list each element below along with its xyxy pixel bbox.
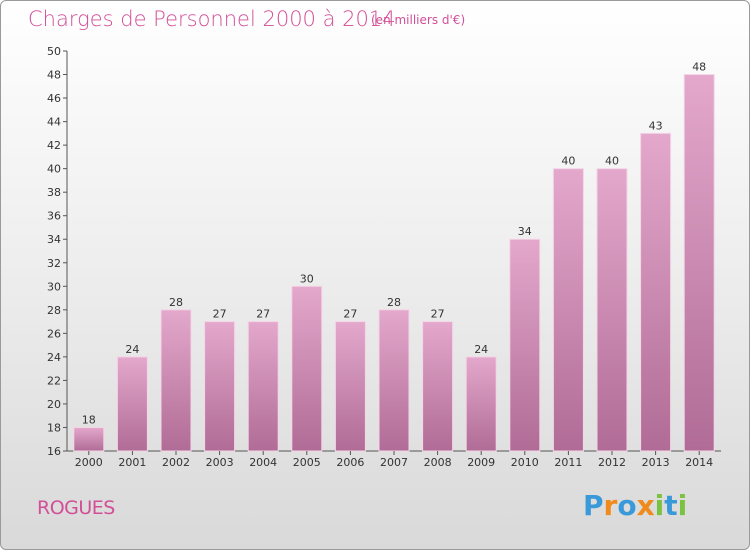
bar — [552, 168, 584, 452]
x-tick-label: 2014 — [685, 456, 713, 469]
logo-letter: t — [664, 489, 678, 522]
x-tick-label: 2011 — [554, 456, 582, 469]
logo-letter: P — [583, 489, 604, 522]
y-tick-label: 22 — [47, 374, 61, 387]
x-tick-label: 2012 — [598, 456, 626, 469]
x-tick-label: 2002 — [162, 456, 190, 469]
y-tick-label: 32 — [47, 257, 61, 270]
bar-value-label: 27 — [213, 308, 227, 321]
y-tick-label: 40 — [47, 163, 61, 176]
x-tick-label: 2000 — [75, 456, 103, 469]
bar-value-label: 27 — [431, 308, 445, 321]
x-tick-label: 2009 — [467, 456, 495, 469]
bar-value-label: 24 — [125, 343, 139, 356]
bar-value-label: 34 — [518, 225, 532, 238]
bar — [291, 285, 323, 452]
x-tick-label: 2010 — [511, 456, 539, 469]
x-tick-label: 2004 — [249, 456, 277, 469]
logo-letter: r — [603, 489, 618, 522]
logo-letter: i — [677, 489, 688, 522]
logo-letter: i — [654, 489, 665, 522]
bar — [422, 321, 454, 452]
x-tick-label: 2003 — [206, 456, 234, 469]
y-tick-label: 30 — [47, 280, 61, 293]
y-tick-label: 34 — [47, 233, 61, 246]
bar-value-label: 43 — [649, 119, 663, 132]
commune-name: ROGUES — [37, 497, 115, 519]
x-tick-label: 2005 — [293, 456, 321, 469]
bar-value-label: 40 — [605, 155, 619, 168]
logo-letter: x — [636, 489, 655, 522]
y-tick-label: 28 — [47, 304, 61, 317]
bar-value-label: 30 — [300, 272, 314, 285]
bar — [247, 321, 279, 452]
bar — [116, 356, 148, 452]
y-tick-label: 42 — [47, 139, 61, 152]
y-tick-label: 38 — [47, 186, 61, 199]
bar-value-label: 40 — [561, 155, 575, 168]
bar-value-label: 18 — [82, 413, 96, 426]
x-tick-label: 2008 — [424, 456, 452, 469]
bar — [334, 321, 366, 452]
chart-subtitle: (en milliers d'€) — [371, 13, 466, 27]
bar — [160, 309, 192, 452]
y-tick-label: 26 — [47, 327, 61, 340]
y-tick-label: 44 — [47, 116, 61, 129]
y-tick-label: 24 — [47, 351, 61, 364]
logo-letter: o — [617, 489, 637, 522]
y-tick-label: 46 — [47, 92, 61, 105]
bar-value-label: 28 — [387, 296, 401, 309]
x-tick-label: 2013 — [642, 456, 670, 469]
bar — [378, 309, 410, 452]
x-tick-label: 2001 — [118, 456, 146, 469]
bar — [465, 356, 497, 452]
bar-value-label: 28 — [169, 296, 183, 309]
x-tick-label: 2007 — [380, 456, 408, 469]
x-tick-label: 2006 — [336, 456, 364, 469]
bar-value-label: 27 — [343, 308, 357, 321]
bar — [596, 168, 628, 452]
y-tick-label: 48 — [47, 69, 61, 82]
bar — [509, 238, 541, 452]
bar-value-label: 48 — [692, 61, 706, 74]
y-tick-label: 18 — [47, 421, 61, 434]
y-tick-label: 36 — [47, 210, 61, 223]
chart-title: Charges de Personnel 2000 à 2014 — [28, 7, 396, 31]
y-tick-label: 16 — [47, 445, 61, 458]
y-tick-label: 20 — [47, 398, 61, 411]
bar-value-label: 24 — [474, 343, 488, 356]
y-tick-label: 50 — [47, 45, 61, 58]
bar — [73, 426, 105, 452]
bar — [204, 321, 236, 452]
bar-value-label: 27 — [256, 308, 270, 321]
bar — [640, 132, 672, 452]
bar — [683, 74, 715, 452]
proxiti-logo: Proxiti — [583, 489, 687, 522]
